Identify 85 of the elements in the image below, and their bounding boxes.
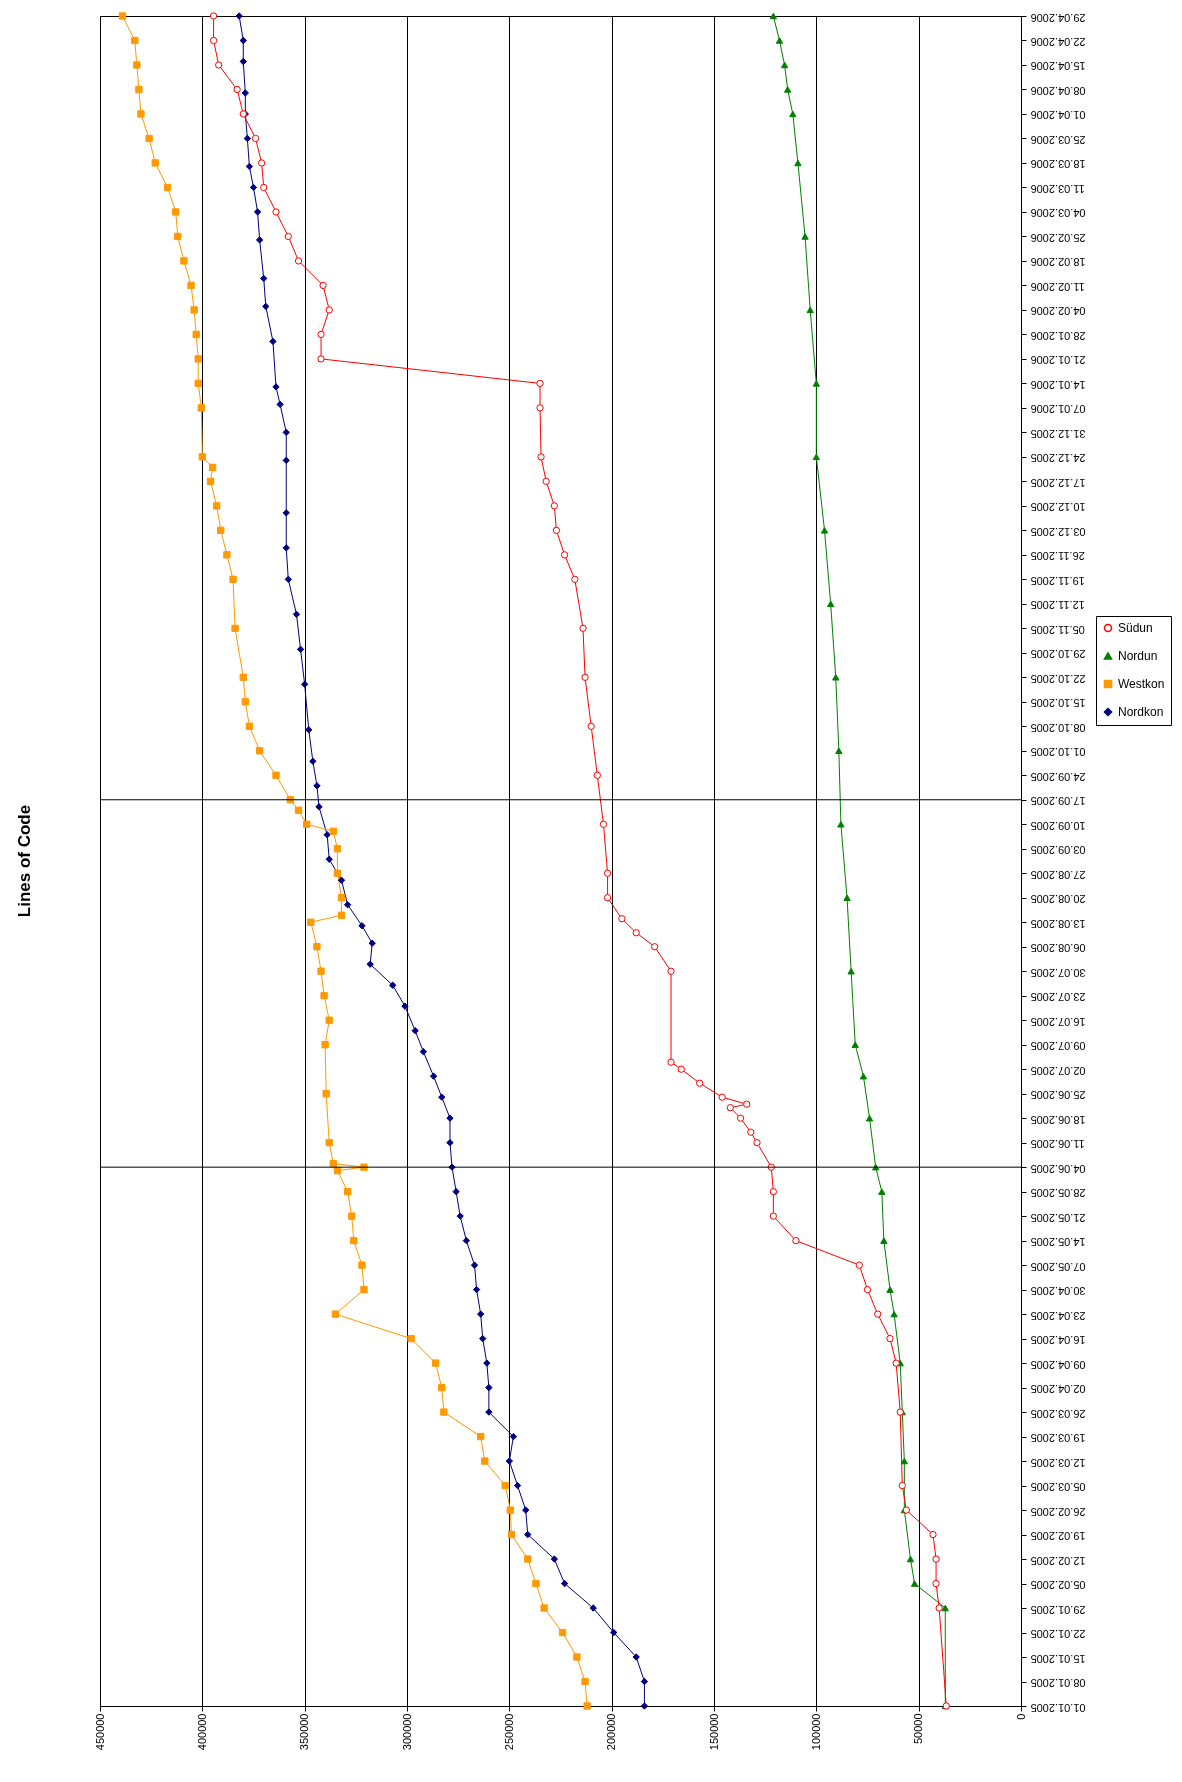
y-tick-label: 22.04.2006 bbox=[1030, 35, 1086, 48]
y-tick-label: 11.06.2005 bbox=[1030, 1138, 1085, 1151]
y-tick-label: 27.08.2005 bbox=[1030, 868, 1086, 881]
y-tick-label: 11.02.2006 bbox=[1030, 280, 1085, 293]
y-tick-label: 23.07.2005 bbox=[1030, 991, 1086, 1004]
y-tick-label: 29.04.2006 bbox=[1030, 11, 1086, 24]
text: Lines of Code bbox=[15, 804, 34, 918]
y-tick-label: 04.06.2005 bbox=[1030, 1162, 1086, 1175]
y-tick-label: 26.03.2005 bbox=[1030, 1407, 1086, 1420]
y-tick-label: 21.01.2006 bbox=[1030, 354, 1086, 367]
y-tick-label: 05.11.2005 bbox=[1030, 623, 1085, 636]
y-tick-label: 04.02.2006 bbox=[1030, 305, 1086, 318]
x-tick-label: 350000 bbox=[298, 1713, 311, 1751]
y-tick-label: 25.03.2006 bbox=[1030, 133, 1086, 146]
y-tick-label: 05.02.2005 bbox=[1030, 1579, 1086, 1592]
y-tick-label: 12.11.2005 bbox=[1030, 599, 1085, 612]
y-tick-label: 18.02.2006 bbox=[1030, 256, 1086, 269]
y-tick-label: 06.08.2005 bbox=[1030, 942, 1086, 955]
y-tick-label: 18.06.2005 bbox=[1030, 1113, 1086, 1126]
x-tick-label: 450000 bbox=[93, 1713, 106, 1751]
y-tick-label: 15.04.2006 bbox=[1030, 60, 1086, 73]
legend-label: Südun bbox=[1118, 621, 1153, 635]
y-tick-label: 19.11.2005 bbox=[1030, 574, 1085, 587]
y-tick-label: 30.07.2005 bbox=[1030, 966, 1086, 979]
y-tick-label: 12.03.2005 bbox=[1030, 1456, 1086, 1469]
y-tick-label: 03.09.2005 bbox=[1030, 844, 1086, 857]
x-tick-label: 0 bbox=[1014, 1713, 1027, 1720]
y-tick-label: 14.01.2006 bbox=[1030, 378, 1086, 391]
y-tick-label: 26.11.2005 bbox=[1030, 550, 1085, 563]
y-tick-label: 01.10.2005 bbox=[1030, 746, 1086, 759]
y-tick-label: 22.01.2005 bbox=[1030, 1628, 1086, 1641]
legend-label: Nordun bbox=[1118, 649, 1158, 663]
y-tick-label: 21.05.2005 bbox=[1030, 1211, 1086, 1224]
y-tick-label: 19.02.2005 bbox=[1030, 1530, 1086, 1543]
x-tick-label: 50000 bbox=[912, 1713, 925, 1745]
y-tick-label: 22.10.2005 bbox=[1030, 672, 1086, 685]
y-tick-label: 25.02.2006 bbox=[1030, 231, 1086, 244]
x-tick-label: 300000 bbox=[400, 1713, 413, 1751]
y-tick-label: 09.07.2005 bbox=[1030, 1040, 1086, 1053]
x-tick-label: 100000 bbox=[809, 1713, 822, 1751]
y-tick-label: 05.03.2005 bbox=[1030, 1481, 1086, 1494]
x-tick-label: 200000 bbox=[605, 1713, 618, 1751]
y-tick-label: 11.03.2006 bbox=[1030, 182, 1085, 195]
y-tick-label: 01.01.2005 bbox=[1030, 1701, 1086, 1714]
y-tick-label: 24.09.2005 bbox=[1030, 770, 1086, 783]
y-tick-label: 17.09.2005 bbox=[1030, 795, 1086, 808]
y-tick-label: 30.04.2005 bbox=[1030, 1285, 1086, 1298]
y-tick-label: 01.04.2006 bbox=[1030, 109, 1086, 122]
y-tick-label: 15.10.2005 bbox=[1030, 697, 1086, 710]
y-tick-label: 02.04.2005 bbox=[1030, 1383, 1086, 1396]
y-tick-label: 07.01.2006 bbox=[1030, 403, 1086, 416]
y-tick-label: 03.12.2005 bbox=[1030, 525, 1086, 538]
y-tick-label: 12.02.2005 bbox=[1030, 1554, 1086, 1567]
y-tick-label: 13.08.2005 bbox=[1030, 917, 1086, 930]
y-tick-label: 29.01.2005 bbox=[1030, 1603, 1086, 1616]
x-tick-label: 250000 bbox=[502, 1713, 515, 1751]
y-tick-label: 16.07.2005 bbox=[1030, 1015, 1086, 1028]
legend-label: Nordkon bbox=[1118, 705, 1164, 719]
y-tick-label: 15.01.2005 bbox=[1030, 1652, 1086, 1665]
y-tick-label: 14.05.2005 bbox=[1030, 1236, 1086, 1249]
y-tick-label: 07.05.2005 bbox=[1030, 1260, 1086, 1273]
y-tick-label: 26.02.2005 bbox=[1030, 1505, 1086, 1518]
y-tick-label: 18.03.2006 bbox=[1030, 158, 1086, 171]
y-tick-label: 10.09.2005 bbox=[1030, 819, 1086, 832]
y-tick-label: 08.10.2005 bbox=[1030, 721, 1086, 734]
y-tick-label: 20.08.2005 bbox=[1030, 893, 1086, 906]
y-tick-label: 10.12.2005 bbox=[1030, 501, 1086, 514]
x-tick-label: 150000 bbox=[707, 1713, 720, 1751]
y-tick-label: 28.01.2006 bbox=[1030, 329, 1086, 342]
x-tick-label: 400000 bbox=[195, 1713, 208, 1751]
y-tick-label: 29.10.2005 bbox=[1030, 648, 1086, 661]
legend-label: Westkon bbox=[1118, 677, 1165, 691]
y-tick-label: 28.05.2005 bbox=[1030, 1187, 1086, 1200]
y-tick-label: 17.12.2005 bbox=[1030, 476, 1086, 489]
y-tick-label: 25.06.2005 bbox=[1030, 1089, 1086, 1102]
y-tick-label: 19.03.2005 bbox=[1030, 1432, 1086, 1445]
y-tick-label: 31.12.2005 bbox=[1030, 427, 1086, 440]
y-tick-label: 16.04.2005 bbox=[1030, 1334, 1086, 1347]
y-tick-label: 23.04.2005 bbox=[1030, 1309, 1086, 1322]
y-tick-label: 08.01.2005 bbox=[1030, 1677, 1086, 1690]
y-tick-label: 02.07.2005 bbox=[1030, 1064, 1086, 1077]
y-tick-label: 24.12.2005 bbox=[1030, 452, 1086, 465]
y-tick-label: 09.04.2005 bbox=[1030, 1358, 1086, 1371]
y-tick-label: 08.04.2006 bbox=[1030, 84, 1086, 97]
y-tick-label: 04.03.2006 bbox=[1030, 207, 1086, 220]
